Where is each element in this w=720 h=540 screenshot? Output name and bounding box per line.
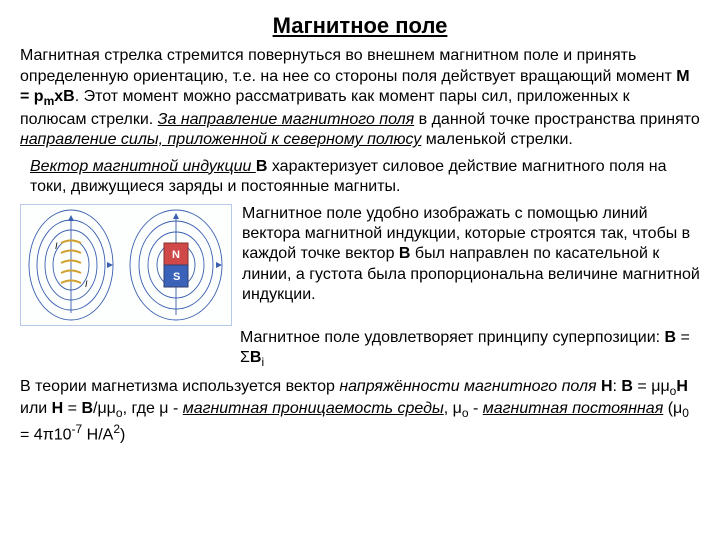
p4-sub: i	[261, 355, 264, 369]
p5-e: B	[621, 378, 633, 395]
svg-text:S: S	[173, 271, 180, 283]
svg-text:N: N	[172, 249, 180, 261]
f-m-post: xB	[54, 88, 74, 105]
p5-k: B	[81, 400, 93, 417]
p5-osub2: o	[116, 406, 123, 420]
p5-i: H	[52, 400, 64, 417]
p3-b: B	[399, 245, 411, 262]
p4-d: B	[250, 349, 262, 366]
p5-f: = μμ	[633, 378, 670, 395]
p5-j: =	[63, 400, 81, 417]
p1-text-f: маленькой стрелки.	[421, 131, 573, 148]
p5-r2: 0	[682, 406, 689, 420]
p5-o: , μ	[444, 400, 462, 417]
field-lines-diagram: I I N S	[20, 204, 232, 326]
p5-g: H	[676, 378, 688, 395]
p5-l: /μμ	[93, 400, 116, 417]
p5-q: магнитная постоянная	[483, 400, 663, 417]
page-title: Магнитное поле	[20, 12, 700, 40]
p5-s: = 4π10	[20, 426, 72, 443]
p5-n: магнитная проницаемость среды	[183, 400, 444, 417]
f-m-sub: m	[44, 94, 55, 108]
paragraph-1: Магнитная стрелка стремится повернуться …	[20, 46, 700, 150]
p5-sup: -7	[72, 422, 83, 436]
p4-a: Магнитное поле удовлетворяет принципу су…	[240, 329, 665, 346]
paragraph-4: Магнитное поле удовлетворяет принципу су…	[240, 328, 700, 371]
p5-c: H	[601, 378, 613, 395]
p2-a: Вектор магнитной индукции	[30, 158, 256, 175]
p5-t: Н/А	[82, 426, 113, 443]
p5-osub3: o	[462, 406, 469, 420]
p1-text-e: направление силы, приложенной к северном…	[20, 131, 421, 148]
p5-u: )	[120, 426, 125, 443]
paragraph-2: Вектор магнитной индукции B характеризуе…	[20, 157, 700, 198]
p5-sup2: 2	[113, 422, 120, 436]
p5-m: , где μ -	[123, 400, 183, 417]
p4-b: B	[665, 329, 677, 346]
p2-b: B	[256, 158, 268, 175]
p1-text-c: За направление магнитного поля	[158, 111, 415, 128]
paragraph-3: Магнитное поле удобно изображать с помощ…	[242, 204, 700, 326]
p5-a: В теории магнетизма используется вектор	[20, 378, 339, 395]
p5-p: -	[469, 400, 483, 417]
p5-h: или	[20, 400, 52, 417]
p1-text-d: в данной точке пространства принято	[414, 111, 700, 128]
paragraph-5: В теории магнетизма используется вектор …	[20, 377, 700, 446]
diagram-row: I I N S Магнитное поле удобно изображать…	[20, 204, 700, 326]
p1-text-a: Магнитная стрелка стремится повернуться …	[20, 47, 676, 84]
p5-b: напряжённости магнитного поля	[339, 378, 601, 395]
p5-r: (μ	[663, 400, 682, 417]
